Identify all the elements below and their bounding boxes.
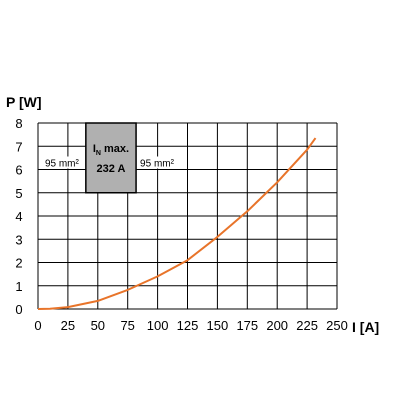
x-tick-label: 100 <box>147 318 169 333</box>
x-tick-label: 250 <box>326 318 348 333</box>
y-tick-label: 1 <box>15 279 22 294</box>
right-cable-label-bg <box>137 156 177 169</box>
x-axis-label: I [A] <box>352 319 379 335</box>
x-tick-label: 75 <box>120 318 134 333</box>
x-tick-label: 0 <box>34 318 41 333</box>
x-tick-label: 25 <box>61 318 75 333</box>
right-cable-label: 95 mm² <box>140 159 175 170</box>
x-tick-label: 150 <box>207 318 229 333</box>
rating-box <box>85 122 137 194</box>
grid <box>37 122 338 310</box>
y-tick-label: 4 <box>15 209 22 224</box>
x-tick-label: 200 <box>266 318 288 333</box>
y-tick-label: 2 <box>15 256 22 271</box>
y-tick-label: 0 <box>15 302 22 317</box>
series-line <box>37 137 317 310</box>
x-tick-label: 175 <box>236 318 258 333</box>
y-tick-label: 5 <box>15 186 22 201</box>
series-layer <box>37 137 317 310</box>
x-tick-label: 125 <box>177 318 199 333</box>
left-cable-label: 95 mm² <box>45 159 80 170</box>
x-tick-label: 50 <box>91 318 105 333</box>
y-tick-label: 6 <box>15 163 22 178</box>
rating-value: 232 A <box>96 163 125 175</box>
tick-labels: 0 25 50 75 100 125 150 175 200 225 250 0 1 2 3 4 5 6 7 8 <box>15 116 347 333</box>
annotation-layer: 95 mm² 95 mm² IN max. 232 A <box>38 122 178 194</box>
rating-label: IN max. <box>93 143 129 157</box>
y-axis-label: P [W] <box>6 94 42 110</box>
y-tick-label: 3 <box>15 232 22 247</box>
x-tick-label: 225 <box>296 318 318 333</box>
y-tick-label: 7 <box>15 139 22 154</box>
y-tick-label: 8 <box>15 116 22 131</box>
left-cable-label-bg <box>39 156 85 169</box>
